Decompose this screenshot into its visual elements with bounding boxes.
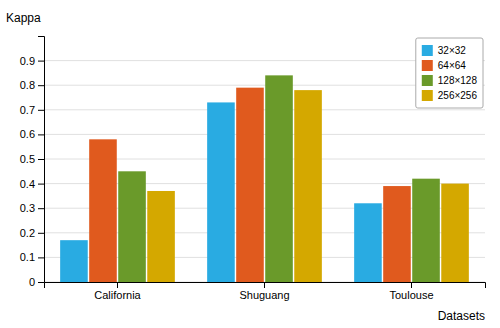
- y-tick-mark: [38, 233, 44, 234]
- x-tick: California: [94, 282, 141, 301]
- grid-line: [44, 109, 485, 110]
- y-tick: 0: [29, 276, 44, 288]
- grid-line: [44, 134, 485, 135]
- legend-label: 256×256: [438, 90, 478, 101]
- y-tick-label: 0.4: [20, 178, 35, 190]
- bar: [147, 191, 175, 282]
- y-tick: 0.7: [20, 104, 44, 116]
- bar: [236, 88, 264, 282]
- bar: [207, 102, 235, 282]
- bar: [383, 186, 411, 282]
- legend-item: 64×64: [422, 60, 467, 71]
- legend-swatch: [422, 90, 433, 101]
- legend-swatch: [422, 75, 433, 86]
- y-tick-mark: [38, 85, 44, 86]
- x-tick-label: California: [94, 289, 141, 301]
- y-tick: 0.8: [20, 79, 44, 91]
- y-tick-label: 0.1: [20, 251, 35, 263]
- x-axis: California Shuguang Toulouse: [45, 282, 486, 301]
- y-tick-label: 0.6: [20, 128, 35, 140]
- y-axis-label: Kappa: [6, 11, 41, 25]
- y-tick: 0.2: [20, 227, 44, 239]
- x-tick-mark: [117, 282, 118, 288]
- legend-label: 128×128: [438, 75, 478, 86]
- legend-label: 64×64: [438, 60, 467, 71]
- bars: [60, 75, 469, 282]
- legend-swatch: [422, 45, 433, 56]
- y-tick-label: 0.9: [20, 55, 35, 67]
- legend-frame: [416, 38, 483, 108]
- y-tick-mark: [38, 184, 44, 185]
- bar-series: [60, 102, 382, 282]
- x-tick-label: Toulouse: [389, 289, 433, 301]
- y-tick-mark: [38, 61, 44, 62]
- legend-item: 256×256: [422, 90, 478, 101]
- chart: 0 0.1 0.2 0.3 0.4 0.5 0.6 0.7 0.8 0.9 California Sh…: [0, 0, 500, 328]
- x-axis-line: [45, 283, 486, 289]
- y-tick: 0.3: [20, 202, 44, 214]
- bar: [89, 139, 117, 282]
- y-tick-mark: [38, 208, 44, 209]
- bar: [60, 240, 88, 282]
- y-tick-mark: [38, 159, 44, 160]
- plot: 0 0.1 0.2 0.3 0.4 0.5 0.6 0.7 0.8 0.9 California Sh…: [20, 37, 486, 301]
- bar-series: [89, 88, 411, 282]
- y-tick-mark: [38, 110, 44, 111]
- bar: [441, 184, 469, 282]
- y-tick-mark: [38, 134, 44, 135]
- y-axis-line: [38, 37, 45, 283]
- x-tick: Toulouse: [389, 282, 433, 301]
- bar: [354, 203, 382, 282]
- legend: 32×32 64×64 128×128 256×256: [416, 38, 483, 108]
- x-tick-label: Shuguang: [239, 289, 289, 301]
- y-tick: 0.6: [20, 128, 44, 140]
- y-tick: 0.5: [20, 153, 44, 165]
- bar: [265, 75, 293, 282]
- x-tick: Shuguang: [239, 282, 289, 301]
- bar-series: [147, 90, 469, 282]
- y-tick: 0.9: [20, 55, 44, 67]
- legend-label: 32×32: [438, 45, 467, 56]
- bar: [294, 90, 322, 282]
- y-tick-label: 0.8: [20, 79, 35, 91]
- legend-swatch: [422, 60, 433, 71]
- y-axis: 0 0.1 0.2 0.3 0.4 0.5 0.6 0.7 0.8 0.9: [20, 37, 45, 289]
- bar: [412, 179, 440, 282]
- y-tick: 0.4: [20, 178, 44, 190]
- y-tick-label: 0.2: [20, 227, 35, 239]
- bar: [118, 171, 146, 282]
- legend-item: 128×128: [422, 75, 478, 86]
- y-tick-mark: [38, 282, 44, 283]
- x-axis-label: Datasets: [438, 309, 485, 323]
- y-tick: 0.1: [20, 251, 44, 263]
- bar-series: [118, 75, 440, 282]
- y-tick-label: 0.5: [20, 153, 35, 165]
- y-tick-label: 0: [29, 276, 35, 288]
- x-tick-mark: [411, 282, 412, 288]
- y-tick-label: 0.7: [20, 104, 35, 116]
- y-tick-mark: [38, 257, 44, 258]
- y-tick-label: 0.3: [20, 202, 35, 214]
- legend-item: 32×32: [422, 45, 467, 56]
- x-tick-mark: [264, 282, 265, 288]
